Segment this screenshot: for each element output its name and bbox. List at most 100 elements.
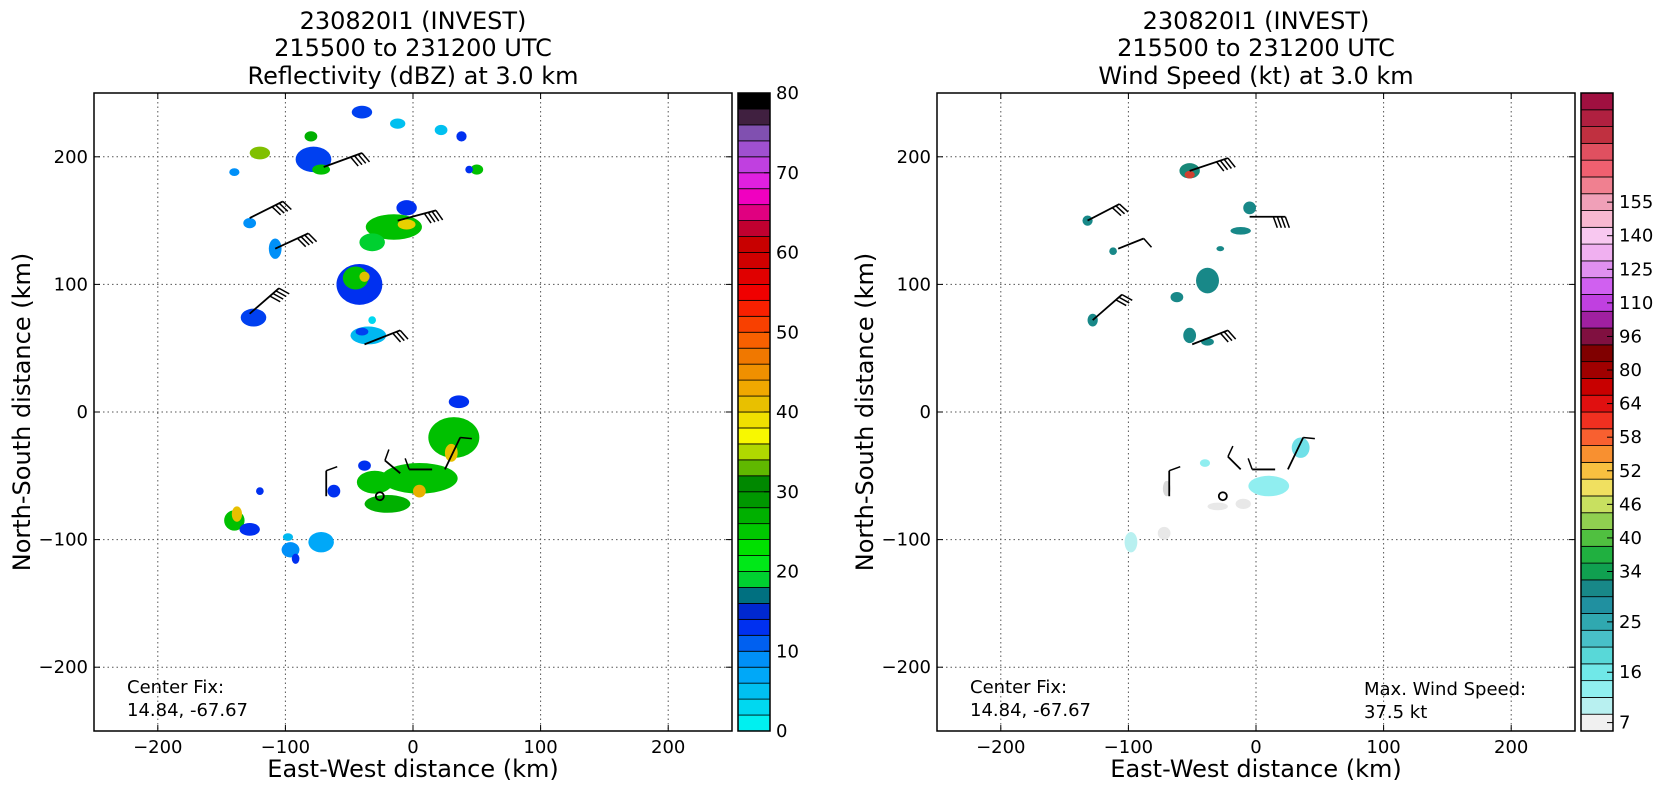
wind-speed-colorbar-bin [1580,596,1614,614]
reflectivity-colorbar-tick-label: 40 [776,402,799,423]
wind-speed-echo-cell [1235,498,1251,509]
reflectivity-colorbar-bin [737,523,771,541]
wind-speed-wind-barb [1189,157,1236,172]
wind-speed-colorbar-bin [1580,579,1614,598]
wind-speed-colorbar-bin [1580,545,1614,564]
wind-speed-center-fix-coords: 14.84, -67.67 [970,700,1091,721]
barb-feather [278,287,290,295]
wind-speed-colorbar-bin [1580,445,1614,463]
wind-speed-echo-cell [1157,526,1171,540]
wind-speed-colorbar: 7 16 25 34 40 46 52 58 64 80 96 110 125 140 155 [1580,92,1653,734]
barb-feather [460,436,472,440]
wind-speed-colorbar-bin [1580,411,1614,430]
barb-feather [1223,331,1233,342]
reflectivity-colorbar-bin [737,475,771,493]
wind-speed-colorbar-tick-label: 34 [1619,562,1642,583]
reflectivity-panel: 230820I1 (INVEST) 215500 to 231200 UTC R… [8,7,799,783]
barb-staff [1191,329,1229,346]
wind-speed-wind-barb [1087,203,1129,222]
reflectivity-echo-cell [465,165,473,174]
reflectivity-colorbar-bin [737,411,771,429]
reflectivity-echo-cell [239,523,260,536]
wind-speed-colorbar-bin [1580,277,1614,295]
wind-speed-echo-cell [1170,292,1184,303]
reflectivity-colorbar-bin [737,315,771,333]
reflectivity-colorbar-bin [737,714,771,732]
reflectivity-x-axis-label: East-West distance (km) [267,755,558,783]
wind-speed-wind-barbs [1087,157,1315,497]
reflectivity-colorbar-bin [737,491,771,509]
barb-staff [444,437,462,470]
wind-speed-colorbar-tick-label: 155 [1619,192,1653,213]
barb-feather [325,465,338,472]
wind-speed-echo-cell [1196,267,1219,294]
wind-speed-center-fix-circle [1217,491,1228,502]
reflectivity-colorbar-bin [737,634,771,652]
reflectivity-echo-cell [413,484,426,498]
barb-feather [357,153,367,164]
wind-speed-echo-cell [1199,459,1211,467]
reflectivity-echo-cell [358,460,371,471]
barb-feather [427,212,436,223]
barb-feather [1219,160,1229,171]
reflectivity-colorbar-tick-label: 20 [776,562,799,583]
barb-feather [269,295,281,303]
wind-speed-colorbar-bin [1580,344,1614,363]
wind-speed-colorbar-tick-label: 25 [1619,612,1642,633]
wind-speed-title: 230820I1 (INVEST) 215500 to 231200 UTC W… [1098,7,1413,90]
barb-feather [399,329,409,340]
reflectivity-echo-cell [434,124,448,136]
wind-speed-wind-barb [1168,465,1181,497]
reflectivity-center-fix-circle [374,491,385,502]
reflectivity-echo-cell [368,316,376,324]
wind-speed-wind-barb [1117,237,1153,250]
reflectivity-title-line-3: Reflectivity (dBZ) at 3.0 km [248,62,579,90]
wind-speed-colorbar-tick-label: 46 [1619,494,1642,515]
reflectivity-echo-cell [281,542,300,558]
wind-speed-center-fix-marker [1217,491,1228,502]
reflectivity-axis-ticks: −200 −100 0 100 200 −200 −100 0 100 200 [39,93,732,758]
barb-feather [1168,465,1181,472]
barb-feather [272,292,284,300]
reflectivity-wind-barb [249,287,290,315]
barb-feather [1284,216,1291,229]
reflectivity-echo-cell [291,553,300,564]
wind-speed-echo-cell [1248,475,1290,497]
reflectivity-colorbar: 0 10 20 30 40 50 60 70 80 [737,83,799,742]
reflectivity-echo-cell [350,326,387,345]
reflectivity-y-tick-label: −100 [39,530,88,551]
wind-speed-echo-cell [1216,246,1225,252]
wind-speed-echo-cell [1243,201,1256,215]
reflectivity-echo-cell [256,487,264,495]
barb-feather [1303,436,1315,440]
wind-speed-colorbar-bin [1580,680,1614,698]
barb-feather [350,156,359,167]
wind-speed-colorbar-bin [1580,159,1614,178]
barb-staff [1287,437,1305,470]
wind-speed-colorbar-bin [1580,512,1614,530]
wind-speed-wind-barb [1227,445,1242,471]
reflectivity-echo-cell [282,533,294,541]
barb-staff [1087,203,1120,222]
barb-feather [304,234,314,244]
barb-staff [249,287,280,315]
reflectivity-colorbar-bin [737,507,771,525]
wind-speed-colorbar-tick-label: 40 [1619,528,1642,549]
reflectivity-echo-cell [308,531,334,553]
wind-speed-colorbar-bin [1580,92,1614,111]
barb-feather [435,209,444,221]
reflectivity-grid [94,93,732,731]
barb-feather [1219,332,1229,343]
barb-feather [1115,299,1127,307]
reflectivity-wind-barb [249,200,292,219]
reflectivity-y-tick-label: 200 [54,147,88,168]
reflectivity-colorbar-bin [737,140,771,158]
max-wind-speed-value: 37.5 kt [1364,702,1427,723]
reflectivity-colorbar-bin [737,124,771,142]
barb-feather [1276,216,1283,229]
barb-feather [1223,158,1232,169]
wind-speed-wind-barb [1247,458,1276,471]
reflectivity-colorbar-bin [737,283,771,301]
wind-speed-colorbar-tick-label: 110 [1619,293,1653,314]
wind-speed-wind-barb [1249,215,1291,229]
